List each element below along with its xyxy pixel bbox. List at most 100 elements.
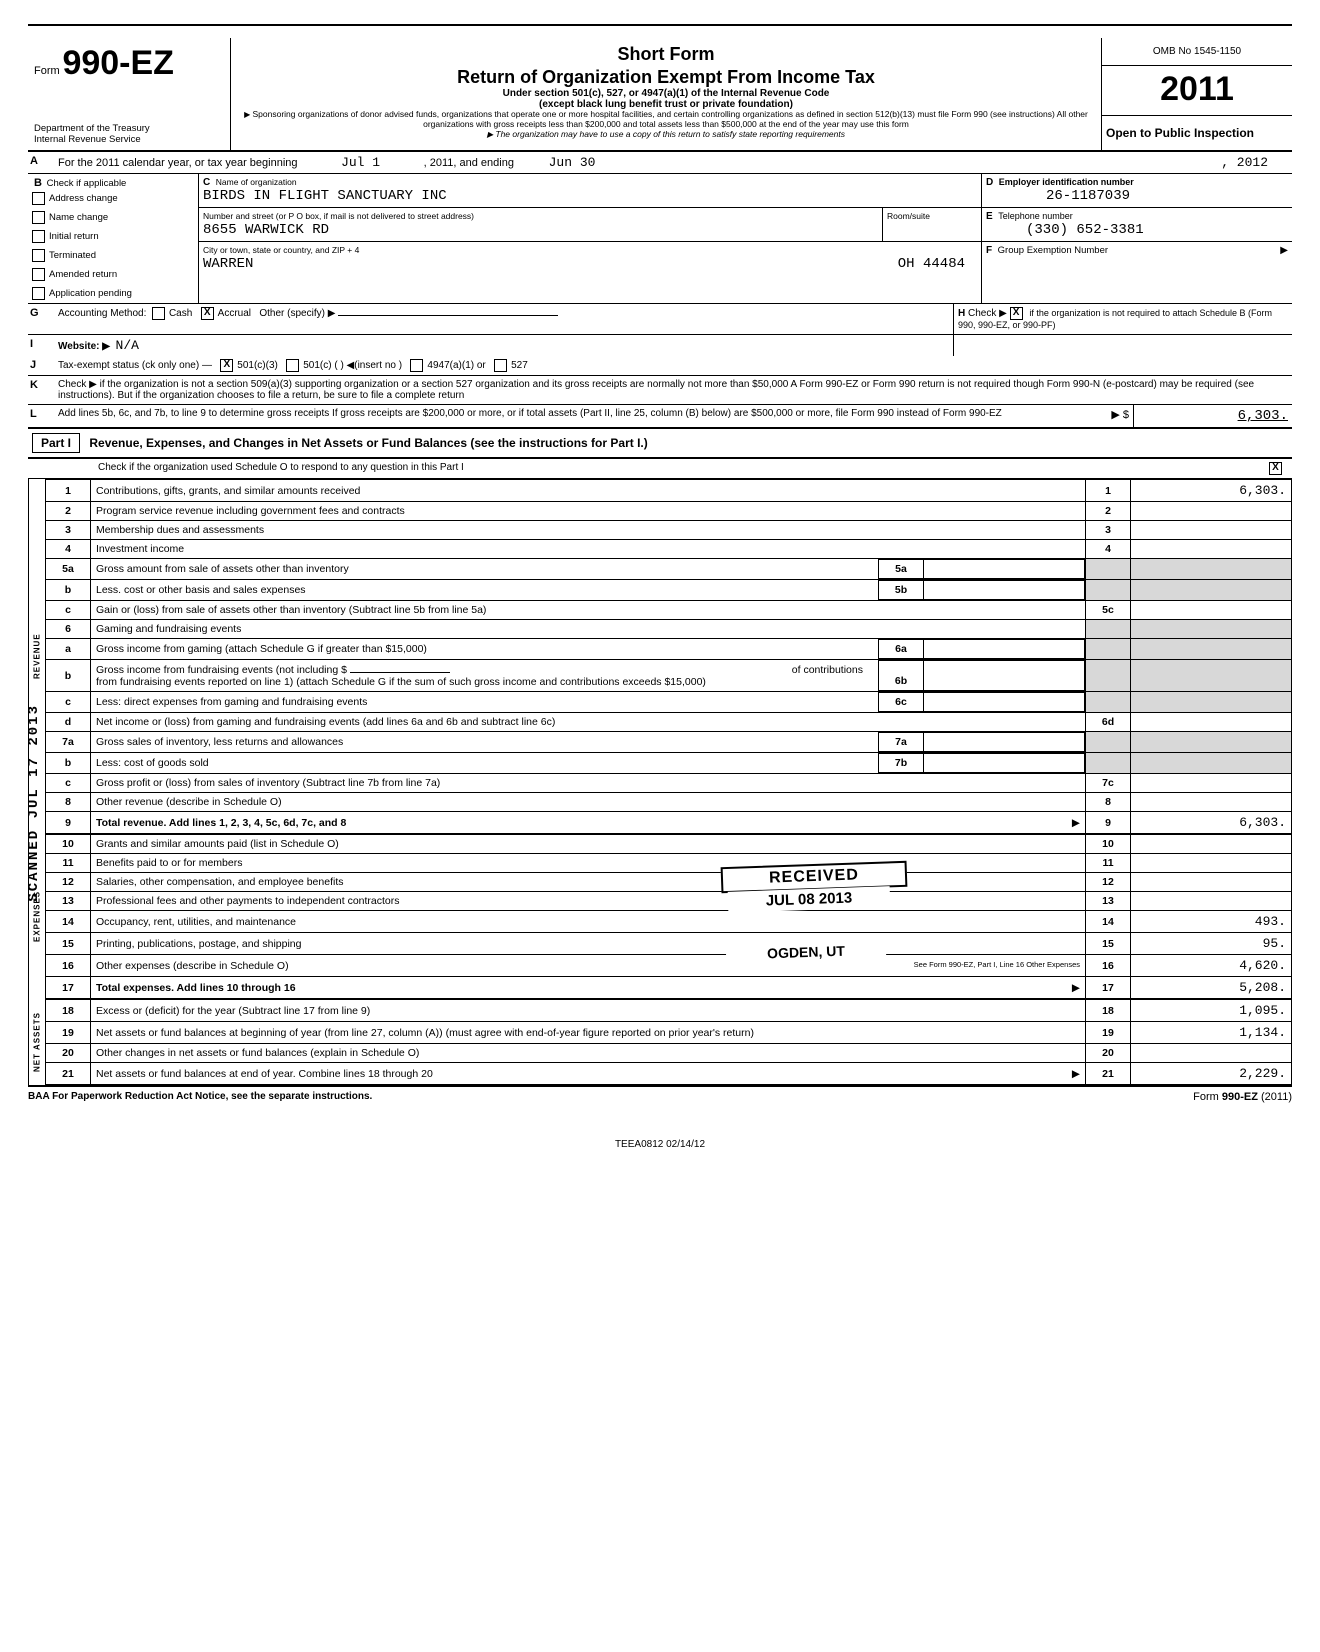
lbl-4947a1: 4947(a)(1) or <box>427 360 485 371</box>
amt-5a <box>924 560 1085 579</box>
line-7b: b Less: cost of goods sold 7b <box>46 753 1292 774</box>
row-a: A For the 2011 calendar year, or tax yea… <box>28 152 1292 174</box>
netassets-section: NET ASSETS 18Excess or (deficit) for the… <box>28 999 1292 1087</box>
chk-accrual[interactable]: X <box>201 307 214 320</box>
subtitle-4: The organization may have to use a copy … <box>243 130 1089 140</box>
label-d: D <box>986 177 993 188</box>
line-15: 15Printing, publications, postage, and s… <box>46 933 1292 955</box>
dept-block: Department of the Treasury Internal Reve… <box>34 124 224 146</box>
netassets-table: 18Excess or (deficit) for the year (Subt… <box>45 999 1292 1085</box>
l6b-contrib-field[interactable] <box>350 672 450 673</box>
row-a-text3: , 2012 <box>1221 155 1288 170</box>
page: Form 990-EZ Department of the Treasury I… <box>28 24 1292 1150</box>
line-5a: 5a Gross amount from sale of assets othe… <box>46 559 1292 580</box>
expenses-section: EXPENSES 10Grants and similar amounts pa… <box>28 834 1292 999</box>
group-exemption-label: Group Exemption Number <box>998 245 1108 256</box>
line-6a: a Gross income from gaming (attach Sched… <box>46 639 1292 660</box>
title-short-form: Short Form <box>243 44 1089 65</box>
l16-desc: Other expenses (describe in Schedule O) <box>96 960 289 972</box>
line-17: 17Total expenses. Add lines 10 through 1… <box>46 977 1292 999</box>
lbl-address-change: Address change <box>49 193 118 204</box>
org-street: 8655 WARWICK RD <box>203 222 329 238</box>
name-of-org-label: Name of organization <box>216 177 297 187</box>
line-20: 20Other changes in net assets or fund ba… <box>46 1044 1292 1063</box>
lbl-terminated: Terminated <box>49 250 96 261</box>
col-def: D Employer identification number 26-1187… <box>982 174 1292 303</box>
org-state-zip: OH 44484 <box>898 256 977 272</box>
line-16: 16Other expenses (describe in Schedule O… <box>46 955 1292 977</box>
l9-desc: Total revenue. Add lines 1, 2, 3, 4, 5c,… <box>96 817 346 829</box>
revenue-table: 1Contributions, gifts, grants, and simil… <box>45 479 1292 834</box>
row-k: K Check ▶ if the organization is not a s… <box>28 376 1292 405</box>
chk-terminated[interactable] <box>32 249 45 262</box>
amt-5b <box>924 581 1085 600</box>
line-2: 2Program service revenue including gover… <box>46 502 1292 521</box>
form-header: Form 990-EZ Department of the Treasury I… <box>28 38 1292 152</box>
chk-501c3[interactable]: X <box>220 359 233 372</box>
line-19: 19Net assets or fund balances at beginni… <box>46 1022 1292 1044</box>
line-9: 9Total revenue. Add lines 1, 2, 3, 4, 5c… <box>46 812 1292 834</box>
chk-4947a1[interactable] <box>410 359 423 372</box>
addr-label: Number and street (or P O box, if mail i… <box>203 211 474 221</box>
footer-right: Form 990-EZ (2011) <box>1193 1091 1292 1103</box>
gross-receipts: 6,303. <box>1133 405 1292 427</box>
lbl-accrual: Accrual <box>218 308 251 319</box>
amt-7b <box>924 754 1085 773</box>
line-6: 6Gaming and fundraising events <box>46 620 1292 639</box>
lbl-application-pending: Application pending <box>49 288 132 299</box>
line-13: 13Professional fees and other payments t… <box>46 892 1292 911</box>
label-k: K <box>28 376 54 404</box>
chk-application-pending[interactable] <box>32 287 45 300</box>
row-h-text1: Check ▶ <box>968 308 1007 319</box>
amt-7a <box>924 733 1085 752</box>
amt-6b <box>924 661 1085 691</box>
lbl-527: 527 <box>511 360 528 371</box>
room-label: Room/suite <box>887 211 930 221</box>
amt-6c <box>924 693 1085 712</box>
arrow-icon-17: ▶ <box>1072 982 1080 994</box>
l17-desc: Total expenses. Add lines 10 through 16 <box>96 982 296 994</box>
row-i-content: Website: ▶ N/A <box>54 335 954 356</box>
row-h-content: H Check ▶ X if the organization is not r… <box>954 304 1292 334</box>
accounting-method-label: Accounting Method: <box>58 308 146 319</box>
side-label-netassets: NET ASSETS <box>28 999 45 1085</box>
line-4: 4Investment income4 <box>46 540 1292 559</box>
chk-cash[interactable] <box>152 307 165 320</box>
tax-year: 2011 <box>1102 66 1292 116</box>
chk-address-change[interactable] <box>32 192 45 205</box>
l16-tail: See Form 990-EZ, Part I, Line 16 Other E… <box>914 960 1080 969</box>
row-g-h: G Accounting Method: Cash XAccrual Other… <box>28 304 1292 335</box>
chk-name-change[interactable] <box>32 211 45 224</box>
row-g-content: Accounting Method: Cash XAccrual Other (… <box>54 304 954 334</box>
row-k-text: Check ▶ if the organization is not a sec… <box>58 379 1254 401</box>
subtitle: Under section 501(c), 527, or 4947(a)(1)… <box>243 88 1089 99</box>
line-6d: dNet income or (loss) from gaming and fu… <box>46 713 1292 732</box>
chk-amended-return[interactable] <box>32 268 45 281</box>
label-f: F <box>986 245 992 256</box>
row-h-spill <box>954 335 1292 356</box>
row-l: L Add lines 5b, 6c, and 7b, to line 9 to… <box>28 405 1292 429</box>
chk-schedule-b-not-required[interactable]: X <box>1010 307 1023 320</box>
label-j: J <box>28 356 54 375</box>
amt-6a <box>924 640 1085 659</box>
l6b-d3: from fundraising events reported on line… <box>96 676 706 688</box>
dept-line-2: Internal Revenue Service <box>34 135 224 146</box>
col-b: B Check if applicable Address change Nam… <box>28 174 199 303</box>
header-right: OMB No 1545-1150 2011 Open to Public Ins… <box>1102 38 1292 150</box>
chk-501c[interactable] <box>286 359 299 372</box>
line-21: 21Net assets or fund balances at end of … <box>46 1063 1292 1085</box>
tax-year-end: Jun 30 <box>517 155 627 170</box>
l6b-d2: of contributions <box>792 664 873 676</box>
label-b: B <box>32 174 44 192</box>
org-name: BIRDS IN FLIGHT SANCTUARY INC <box>203 188 447 204</box>
title-return: Return of Organization Exempt From Incom… <box>243 67 1089 88</box>
header-left: Form 990-EZ Department of the Treasury I… <box>28 38 231 150</box>
chk-initial-return[interactable] <box>32 230 45 243</box>
arrow-icon-21: ▶ <box>1072 1068 1080 1080</box>
other-specify-field[interactable] <box>338 315 558 316</box>
subtitle-3: Sponsoring organizations of donor advise… <box>243 110 1089 130</box>
chk-527[interactable] <box>494 359 507 372</box>
part1-check-row: Check if the organization used Schedule … <box>28 459 1292 479</box>
chk-schedule-o-part1[interactable]: X <box>1269 462 1282 475</box>
line-3: 3Membership dues and assessments3 <box>46 521 1292 540</box>
